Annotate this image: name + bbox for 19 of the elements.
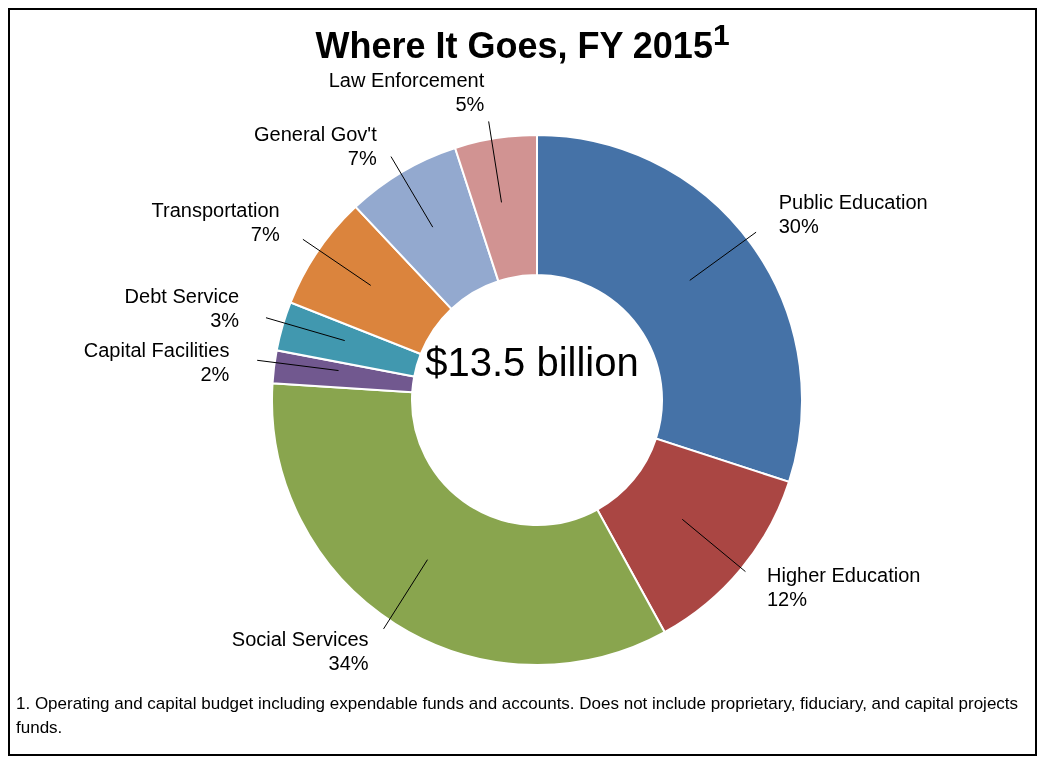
text: $13.5 billion: [424, 339, 640, 386]
data-label: 3%: [210, 309, 240, 332]
text: 1. Operating and capital budget including expendable funds and accounts. Does not include proprietary, fiduciary, and capital projects funds.: [16, 693, 1020, 739]
slice-label: Social Services: [231, 627, 369, 650]
slice-label: Public Education: [778, 191, 928, 214]
data-label: 2%: [200, 363, 230, 386]
slice-label: Transportation: [151, 198, 280, 221]
data-label: 7%: [347, 147, 377, 170]
data-label: 5%: [455, 93, 485, 116]
chart-title: Where It Goes, FY 2015$^{1}$: [314, 18, 731, 67]
data-label: 12%: [767, 588, 808, 611]
data-label: 34%: [328, 651, 369, 674]
slice-label: Higher Education: [767, 564, 921, 587]
slice-label: Capital Facilities: [83, 339, 230, 362]
data-label: 30%: [778, 215, 819, 238]
slice-label: Debt Service: [124, 285, 240, 308]
data-label: 7%: [250, 222, 280, 245]
slice-label: Law Enforcement: [328, 69, 485, 92]
slice-label: General Gov't: [253, 123, 378, 146]
